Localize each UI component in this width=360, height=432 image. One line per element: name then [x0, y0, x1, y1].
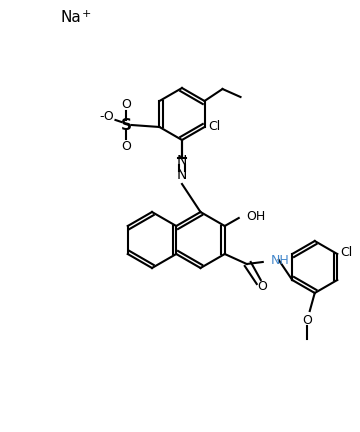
Text: NH: NH: [271, 254, 289, 267]
Text: O: O: [302, 314, 312, 327]
Text: Cl: Cl: [340, 245, 352, 258]
Text: N: N: [177, 154, 187, 168]
Text: Na: Na: [60, 10, 81, 25]
Text: O: O: [122, 140, 131, 152]
Text: O: O: [122, 98, 131, 111]
Text: +: +: [82, 9, 91, 19]
Text: OH: OH: [247, 210, 266, 222]
Text: S: S: [121, 118, 132, 133]
Text: O: O: [257, 280, 267, 292]
Text: N: N: [177, 168, 187, 182]
Text: Cl: Cl: [208, 121, 221, 133]
Text: -O: -O: [99, 111, 114, 124]
